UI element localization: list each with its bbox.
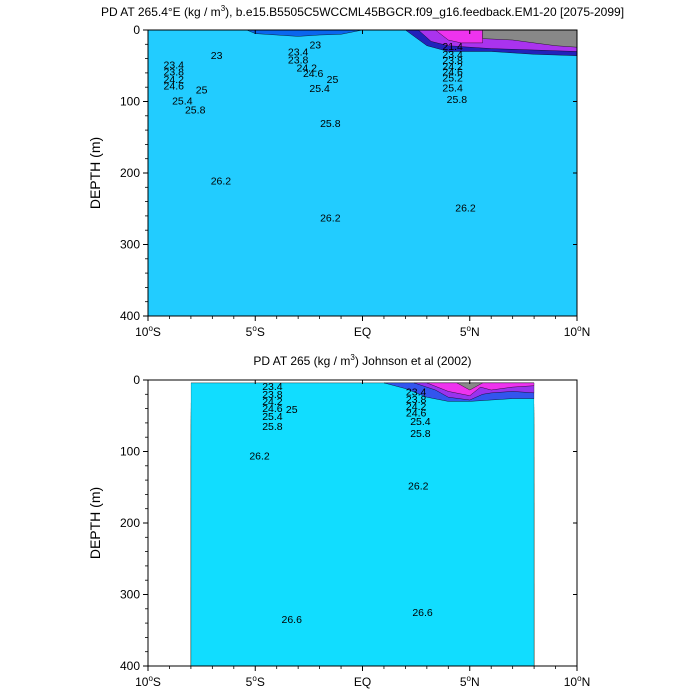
contour-label: 24.6 bbox=[303, 68, 324, 80]
contour-label: 26.2 bbox=[455, 203, 476, 215]
contour-label: 23.8 bbox=[406, 394, 427, 406]
contour-label: 21.4 bbox=[442, 41, 463, 53]
contour-label: 25.4 bbox=[262, 411, 283, 423]
contour-label: 23.8 bbox=[262, 389, 283, 401]
contour-label: 25.4 bbox=[309, 83, 330, 95]
contour-label: 25 bbox=[327, 74, 339, 86]
contour-label: 26.2 bbox=[249, 450, 270, 462]
contour-label: 24.2 bbox=[442, 61, 463, 73]
panel-johnson-section: 23.423.824.224.6 2525.425.826.226.226.626… bbox=[87, 353, 590, 689]
contour-band bbox=[434, 30, 483, 44]
contour-label: 26.2 bbox=[408, 480, 429, 492]
contour-band bbox=[246, 30, 363, 37]
contour-band bbox=[190, 382, 535, 666]
contour-label: 26.6 bbox=[412, 607, 433, 619]
contour-label: 25 bbox=[286, 404, 298, 416]
x-tick-label: 5oS bbox=[246, 324, 265, 339]
contour-label: 24.2 bbox=[406, 401, 427, 413]
x-tick-label: 5oN bbox=[460, 674, 480, 689]
contour-label: 26.6 bbox=[281, 614, 302, 626]
contour-label: 25.4 bbox=[172, 95, 193, 107]
y-tick-label: 300 bbox=[120, 238, 140, 252]
contour-label: 26.2 bbox=[320, 213, 341, 225]
y-tick-label: 200 bbox=[120, 166, 140, 180]
contour-label: 25.8 bbox=[185, 105, 206, 117]
y-tick-label: 100 bbox=[120, 95, 140, 109]
chart-title: PD AT 265 (kg / m3) Johnson et al (2002) bbox=[253, 353, 471, 368]
contour-label: 24.6 bbox=[262, 403, 283, 415]
contour-label: 25.2 bbox=[442, 72, 463, 84]
x-tick-label: 10oS bbox=[135, 674, 161, 689]
contour-label: 23.8 bbox=[288, 55, 309, 67]
contour-label: 23 bbox=[211, 50, 223, 62]
contour-label: 23.8 bbox=[164, 67, 185, 79]
y-axis-label: DEPTH (m) bbox=[87, 487, 103, 559]
y-tick-label: 300 bbox=[120, 588, 140, 602]
y-tick-label: 200 bbox=[120, 516, 140, 530]
x-tick-label: 10oN bbox=[564, 674, 590, 689]
contour-label: 25.8 bbox=[410, 428, 431, 440]
x-tick-label: 10oN bbox=[564, 324, 590, 339]
chart-title: PD AT 265.4°E (kg / m3), b.e15.B5505C5WC… bbox=[101, 4, 624, 19]
x-tick-label: EQ bbox=[354, 675, 371, 689]
contour-label: 24.6 bbox=[406, 407, 427, 419]
x-tick-label: 5oN bbox=[460, 324, 480, 339]
contour-field bbox=[148, 30, 577, 316]
contour-label: 23 bbox=[309, 40, 321, 52]
contour-label: 23.4 bbox=[406, 387, 427, 399]
contour-label: 25.8 bbox=[320, 118, 341, 130]
y-axis-label: DEPTH (m) bbox=[87, 137, 103, 209]
contour-field bbox=[190, 382, 535, 666]
y-tick-label: 400 bbox=[120, 309, 140, 323]
contour-label: 23.4 bbox=[164, 60, 185, 72]
contour-label: 24.6 bbox=[442, 67, 463, 79]
y-tick-label: 400 bbox=[120, 659, 140, 673]
x-tick-label: 5oS bbox=[246, 674, 265, 689]
contour-label: 23.4 bbox=[288, 47, 309, 59]
contour-band bbox=[482, 30, 577, 48]
contour-band bbox=[426, 382, 535, 396]
x-tick-label: 10oS bbox=[135, 324, 161, 339]
contour-band bbox=[148, 30, 577, 316]
contour-label: 25.8 bbox=[447, 94, 468, 106]
y-tick-label: 0 bbox=[133, 23, 140, 37]
contour-label: 24.2 bbox=[262, 396, 283, 408]
contour-label: 26.2 bbox=[211, 175, 232, 187]
contour-label: 23.4 bbox=[262, 381, 283, 393]
contour-label: 23.8 bbox=[442, 55, 463, 67]
contour-label: 23.4 bbox=[442, 49, 463, 61]
contour-label: 24.2 bbox=[164, 74, 185, 86]
contour-label: 24.2 bbox=[297, 62, 318, 74]
contour-label: 25.4 bbox=[410, 416, 431, 428]
contour-label: 25 bbox=[196, 85, 208, 97]
y-tick-label: 0 bbox=[133, 373, 140, 387]
contour-label: 25.8 bbox=[262, 421, 283, 433]
contour-label: 24.6 bbox=[164, 80, 185, 92]
contour-label: 25.4 bbox=[442, 82, 463, 94]
y-tick-label: 100 bbox=[120, 445, 140, 459]
x-tick-label: EQ bbox=[354, 325, 371, 339]
